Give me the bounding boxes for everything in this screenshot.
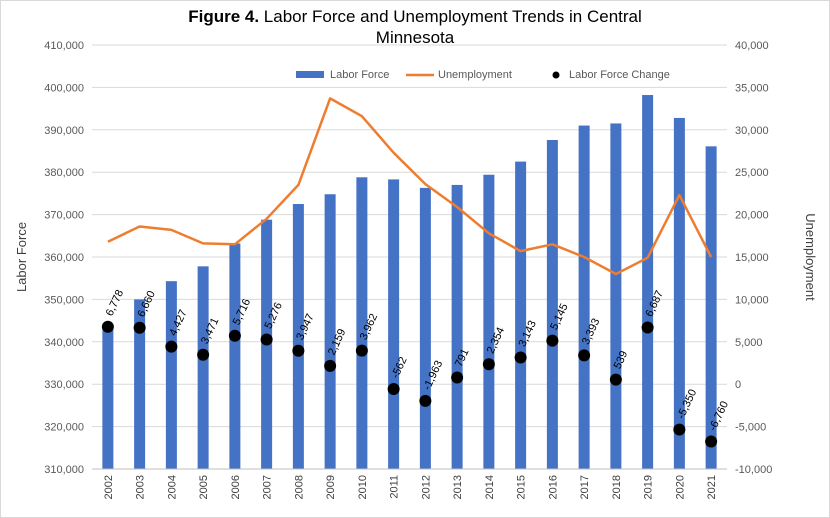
- labor-force-change-point: [101, 320, 114, 333]
- bar-labor-force: [483, 174, 495, 469]
- y-right-tick-label: 15,000: [735, 252, 769, 264]
- x-tick-label: 2010: [357, 475, 369, 499]
- x-tick-label: 2004: [166, 475, 178, 499]
- legend-label-labor-force-change: Labor Force Change: [569, 69, 670, 81]
- x-tick-label: 2006: [230, 475, 242, 499]
- labor-force-change-point: [673, 423, 686, 436]
- bar-labor-force: [515, 161, 527, 469]
- y-right-tick-label: 30,000: [735, 125, 769, 137]
- unemployment-line: [107, 97, 713, 276]
- labor-force-change-point: [514, 351, 527, 364]
- labor-force-change-point: [292, 344, 305, 357]
- x-tick-label: 2011: [389, 475, 401, 499]
- y-left-tick-label: 340,000: [44, 337, 84, 349]
- bar-labor-force: [229, 243, 241, 469]
- labor-force-change-label: 6,778: [104, 288, 127, 318]
- legend-label-labor-force: Labor Force: [330, 69, 389, 81]
- y-left-tick-label: 410,000: [44, 40, 84, 52]
- bar-labor-force: [197, 266, 209, 469]
- bar-labor-force: [388, 179, 400, 469]
- labor-force-change-point: [228, 329, 241, 342]
- bar-labor-force: [578, 125, 590, 469]
- labor-force-change-point: [419, 394, 432, 407]
- x-tick-label: 2013: [452, 475, 464, 499]
- y-right-tick-label: 0: [735, 379, 741, 391]
- bar-labor-force: [102, 328, 114, 469]
- x-tick-label: 2014: [484, 475, 496, 499]
- y-right-tick-label: 40,000: [735, 40, 769, 52]
- y-right-tick-label: 20,000: [735, 210, 769, 222]
- y-left-tick-label: 370,000: [44, 210, 84, 222]
- chart-title: Figure 4. Labor Force and Unemployment T…: [0, 6, 830, 48]
- x-tick-label: 2018: [611, 475, 623, 499]
- labor-force-change-point: [546, 334, 559, 347]
- labor-force-change-point: [355, 344, 368, 357]
- bar-labor-force: [705, 146, 717, 469]
- x-tick-label: 2016: [547, 475, 559, 499]
- y-right-axis-title: Unemployment: [803, 213, 818, 301]
- y-left-tick-label: 360,000: [44, 252, 84, 264]
- y-left-tick-label: 390,000: [44, 125, 84, 137]
- labor-force-change-point: [133, 321, 146, 334]
- x-tick-label: 2005: [198, 475, 210, 499]
- y-left-tick-label: 380,000: [44, 167, 84, 179]
- x-tick-label: 2003: [135, 475, 147, 499]
- x-tick-label: 2008: [293, 475, 305, 499]
- bar-labor-force: [673, 117, 685, 469]
- legend-label-unemployment: Unemployment: [438, 69, 512, 81]
- bar-labor-force: [324, 194, 336, 470]
- y-right-tick-label: -5,000: [735, 422, 766, 434]
- y-left-tick-label: 330,000: [44, 379, 84, 391]
- y-left-tick-label: 350,000: [44, 294, 84, 306]
- chart-title-bold: Figure 4.: [188, 7, 260, 26]
- legend-swatch-labor-force-change: [552, 71, 560, 79]
- bar-labor-force: [134, 299, 146, 469]
- y-right-tick-label: 25,000: [735, 167, 769, 179]
- chart-title-line2: Minnesota: [375, 28, 455, 47]
- labor-force-change-point: [609, 373, 622, 386]
- labor-force-change-point: [578, 349, 591, 362]
- labor-force-change-point: [705, 435, 718, 448]
- bar-labor-force: [292, 204, 304, 469]
- chart-title-rest: Labor Force and Unemployment Trends in C…: [259, 7, 642, 26]
- y-left-tick-label: 310,000: [44, 464, 84, 476]
- bar-labor-force: [356, 177, 368, 469]
- bar-labor-force: [610, 123, 622, 469]
- y-right-tick-label: 5,000: [735, 337, 763, 349]
- labor-force-change-point: [165, 340, 178, 353]
- legend-swatch-labor-force: [296, 71, 324, 78]
- bar-labor-force: [546, 139, 558, 469]
- x-tick-label: 2002: [103, 475, 115, 499]
- x-tick-label: 2019: [643, 475, 655, 499]
- labor-force-change-point: [641, 321, 654, 334]
- labor-force-change-point: [451, 371, 464, 384]
- y-right-tick-label: 35,000: [735, 82, 769, 94]
- x-tick-label: 2012: [420, 475, 432, 499]
- labor-force-change-point: [197, 348, 210, 361]
- y-right-tick-label: 10,000: [735, 294, 769, 306]
- x-tick-label: 2015: [516, 475, 528, 499]
- y-left-tick-label: 400,000: [44, 82, 84, 94]
- bar-labor-force: [419, 187, 431, 469]
- y-right-tick-label: -10,000: [735, 464, 772, 476]
- x-tick-label: 2020: [674, 475, 686, 499]
- y-left-tick-label: 320,000: [44, 422, 84, 434]
- x-tick-label: 2007: [262, 475, 274, 499]
- labor-force-change-point: [260, 333, 273, 346]
- labor-force-change-point: [324, 359, 337, 372]
- bar-labor-force: [642, 95, 654, 470]
- x-tick-label: 2009: [325, 475, 337, 499]
- bar-labor-force: [165, 281, 177, 469]
- bar-labor-force: [451, 184, 463, 470]
- x-tick-label: 2021: [706, 475, 718, 499]
- x-tick-label: 2017: [579, 475, 591, 499]
- labor-force-change-point: [387, 382, 400, 395]
- labor-force-change-point: [482, 358, 495, 371]
- y-left-axis-title: Labor Force: [14, 222, 29, 292]
